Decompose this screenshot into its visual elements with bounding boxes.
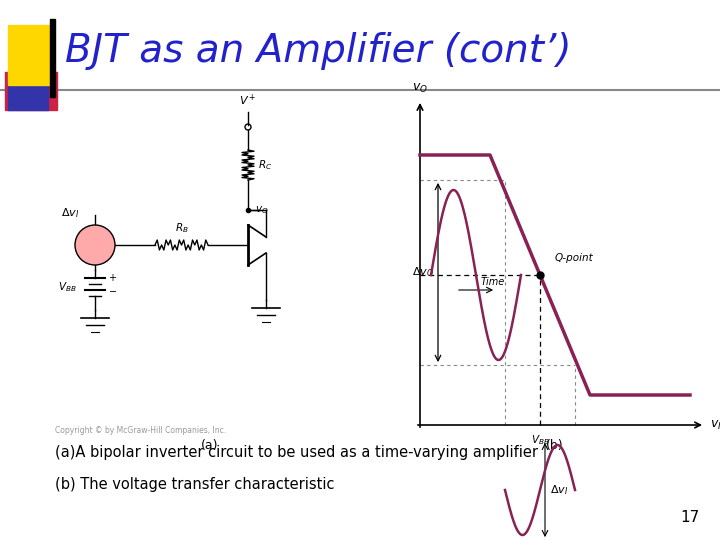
Text: $v_O$: $v_O$ — [412, 82, 428, 95]
Text: BJT as an Amplifier (cont’): BJT as an Amplifier (cont’) — [65, 32, 572, 70]
Bar — [5, 72, 57, 110]
Text: (a)A bipolar inverter circuit to be used as a time-varying amplifier: (a)A bipolar inverter circuit to be used… — [55, 445, 538, 460]
Text: (b): (b) — [546, 439, 564, 452]
Text: $\Delta v_I$: $\Delta v_I$ — [550, 483, 568, 497]
Circle shape — [75, 225, 115, 265]
Text: $\Delta v_I$: $\Delta v_I$ — [61, 206, 79, 220]
Text: $v_O$: $v_O$ — [255, 204, 269, 216]
Text: (a): (a) — [202, 439, 219, 452]
Text: $V_{BB}$: $V_{BB}$ — [58, 280, 77, 294]
Text: +: + — [90, 235, 99, 245]
Text: 17: 17 — [680, 510, 700, 525]
Text: +: + — [108, 273, 116, 283]
Bar — [50, 19, 55, 97]
Text: Copyright © by McGraw-Hill Companies, Inc.: Copyright © by McGraw-Hill Companies, In… — [55, 426, 226, 435]
Text: $R_B$: $R_B$ — [175, 221, 189, 235]
Text: $v_I$: $v_I$ — [710, 418, 720, 431]
Bar — [8, 82, 48, 110]
Bar — [8, 25, 50, 85]
Text: $\Delta v_O$: $\Delta v_O$ — [412, 266, 434, 279]
Text: $-$: $-$ — [108, 285, 117, 295]
Text: $R_C$: $R_C$ — [258, 158, 272, 172]
Text: $V^+$: $V^+$ — [239, 93, 257, 108]
Text: (b) The voltage transfer characteristic: (b) The voltage transfer characteristic — [55, 477, 335, 492]
Text: Time: Time — [481, 277, 505, 287]
Text: Q-point: Q-point — [555, 253, 594, 263]
Text: $V_{BB}$: $V_{BB}$ — [531, 433, 549, 447]
